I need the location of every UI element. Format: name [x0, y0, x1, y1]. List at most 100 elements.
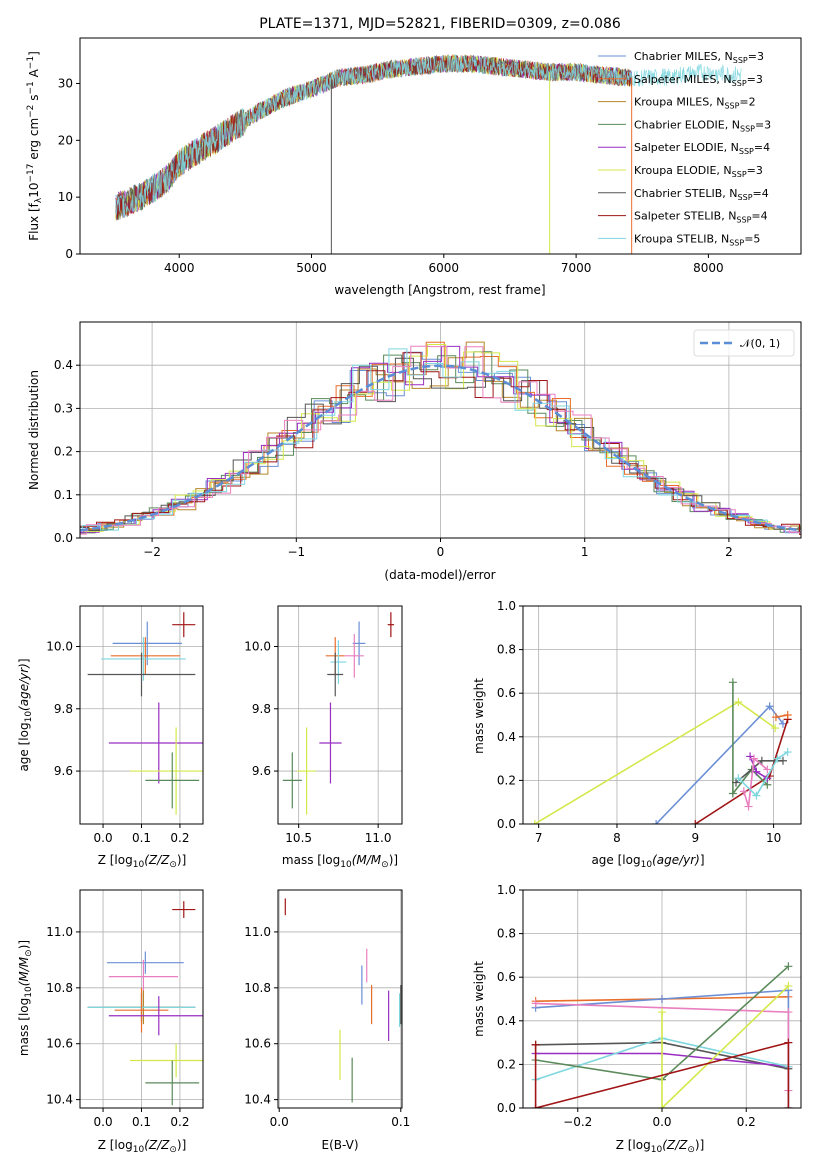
residuals-panel: −2 −1 0 1 2 0.0 0.1 0.2 0.3 0.4 𝒩(0, 1) (data-mod… — [27, 321, 802, 582]
age-vs-mass-x-label-rest: (M/M — [352, 853, 382, 867]
weight-vs-age-x-label-main: age [log — [591, 853, 640, 867]
weight-vs-age-point-marker — [773, 754, 782, 763]
weight-vs-age-point-marker — [739, 787, 748, 796]
mass-vs-ebv-marks — [284, 898, 402, 1103]
spectrum-x-tick-label: 8000 — [693, 261, 724, 275]
spectrum-y-tick-label: 20 — [58, 133, 73, 147]
weight-vs-Z-series-line — [534, 1041, 790, 1108]
weight-vs-Z-marks — [531, 962, 793, 1108]
spectrum-legend-value: =5 — [744, 232, 760, 245]
age-vs-Z-y-tick-label: 9.6 — [54, 764, 73, 778]
age-vs-Z-y-label-main: age [log — [17, 722, 31, 771]
age-vs-mass-x-label-sun: ⊙ — [381, 860, 389, 870]
spectrum-y-label-exp1: −17 — [26, 164, 36, 183]
weight-vs-age-point-marker — [783, 711, 792, 719]
weight-vs-age-y-tick-label: 0.8 — [497, 643, 516, 657]
weight-vs-age-point-marker — [752, 767, 761, 776]
mass-vs-Z-y-label-main: mass [log — [17, 998, 31, 1056]
spectrum-y-tick-label: 0 — [65, 247, 73, 261]
spectrum-y-label-a: A — [27, 68, 41, 81]
weight-vs-age-series-line — [655, 705, 784, 824]
weight-vs-age-y-label: mass weight — [472, 678, 486, 754]
mass-vs-Z-panel: 0.0 0.1 0.2 10.4 10.6 10.8 11.0 — [46, 889, 204, 1129]
weight-vs-age-x-label-rest: (age/yr) — [652, 853, 700, 867]
weight-vs-age-point-marker — [691, 820, 700, 824]
spectrum-legend-label: Kroupa ELODIE, NSSP=3 — [634, 164, 763, 179]
weight-vs-Z-y-label: mass weight — [472, 961, 486, 1037]
mass-vs-Z-y-label-sub: 10 — [24, 986, 34, 998]
weight-vs-age-point-marker — [763, 765, 772, 774]
mass-vs-Z-y-tick-label: 10.4 — [46, 1093, 73, 1107]
weight-vs-age-x-label-close: ] — [700, 853, 705, 867]
mass-vs-ebv-y-tick-label: 10.6 — [244, 1037, 271, 1051]
spectrum-legend-label: Chabrier MILES, NSSP=3 — [634, 50, 764, 65]
spectrum-y-tick-label: 10 — [58, 190, 73, 204]
weight-vs-Z-point-marker — [658, 1104, 666, 1108]
weight-vs-age-point-marker — [734, 774, 743, 783]
weight-vs-age-point-marker — [757, 756, 766, 765]
residuals-y-tick-label: 0.3 — [54, 401, 73, 415]
spectrum-legend-sub: SSP — [740, 124, 755, 133]
spectrum-legend: Chabrier MILES, NSSP=3 Salpeter MILES, NS… — [598, 50, 771, 247]
weight-vs-age-y-tick-label: 0.2 — [497, 773, 516, 787]
age-vs-Z-x-tick-label: 0.2 — [170, 831, 189, 845]
spectrum-y-tick-label: 30 — [58, 76, 73, 90]
spectrum-y-label-exp4: −1 — [26, 56, 36, 69]
weight-vs-age-point-marker — [750, 754, 759, 763]
spectrum-legend-label: Chabrier ELODIE, NSSP=3 — [634, 118, 771, 133]
residuals-hist-kroupa-elodie — [80, 344, 801, 532]
spectrum-legend-value: =4 — [751, 210, 767, 223]
weight-vs-Z-point-marker — [531, 1040, 540, 1049]
spectrum-legend-label: Salpeter MILES, NSSP=3 — [634, 73, 763, 88]
age-vs-mass-y-tick-label: 10.0 — [244, 639, 271, 653]
spectrum-x-tick-label: 6000 — [429, 261, 460, 275]
residuals-ticks: −2 −1 0 1 2 0.0 0.1 0.2 0.3 0.4 — [54, 358, 733, 559]
weight-vs-age-point-marker — [771, 724, 780, 733]
weight-vs-age-point-marker — [746, 752, 755, 761]
age-vs-mass-y-tick-label: 9.8 — [252, 702, 271, 716]
weight-vs-Z-x-label-sub: 10 — [651, 1145, 663, 1155]
weight-vs-age-point-marker — [771, 713, 780, 722]
weight-vs-age-point-marker — [778, 756, 787, 765]
mass-vs-Z-x-tick-label: 0.1 — [132, 1115, 151, 1129]
mass-vs-ebv-y-tick-label: 10.4 — [244, 1093, 271, 1107]
residuals-y-tick-label: 0.2 — [54, 445, 73, 459]
spectrum-legend-value: =3 — [747, 73, 763, 86]
mass-vs-Z-y-label-rest: (M/M — [17, 956, 31, 986]
residuals-hist-chabrier-miles — [80, 351, 801, 531]
mass-vs-Z-x-label-sun: ⊙ — [169, 1145, 177, 1155]
residuals-plot-area — [80, 341, 801, 535]
weight-vs-age-series-line — [534, 700, 776, 824]
weight-vs-Z-x-tick-label: −0.2 — [563, 1115, 592, 1129]
weight-vs-Z-x-label-sun: ⊙ — [687, 1145, 695, 1155]
age-vs-Z-x-label-sub: 10 — [133, 860, 145, 870]
spectrum-legend-sub: SSP — [724, 102, 739, 111]
residuals-x-tick-label: −1 — [287, 545, 305, 559]
spectrum-y-label-close: ] — [27, 51, 41, 56]
spectrum-y-label-s: s — [27, 95, 41, 105]
figure-title: PLATE=1371, MJD=52821, FIBERID=0309, z=0… — [259, 16, 621, 32]
weight-vs-age-y-tick-label: 0.0 — [497, 817, 516, 831]
spectrum-panel: 4000 5000 6000 7000 8000 0 10 20 30 Chabrier MIL… — [26, 37, 802, 297]
residuals-x-tick-label: −2 — [143, 545, 161, 559]
mass-vs-Z-x-label-close: )] — [177, 1138, 186, 1152]
spectrum-legend-value: =4 — [754, 141, 770, 154]
residuals-y-tick-label: 0.0 — [54, 531, 73, 545]
residuals-x-label: (data-model)/error — [384, 568, 495, 582]
mass-vs-Z-y-tick-label: 11.0 — [46, 925, 73, 939]
age-vs-mass-x-tick-label: 10.5 — [285, 831, 312, 845]
weight-vs-Z-x-tick-label: 0.2 — [737, 1115, 756, 1129]
weight-vs-Z-y-tick-label: 0.6 — [497, 970, 516, 984]
mass-vs-ebv-x-tick-label: 0.0 — [270, 1115, 289, 1129]
mass-vs-Z-marks — [87, 901, 203, 1106]
weight-vs-Z-point-marker — [784, 962, 793, 971]
weight-vs-Z-y-tick-label: 0.8 — [497, 927, 516, 941]
weight-vs-Z-point-marker — [658, 995, 666, 1003]
residuals-hist-chabrier-elodie — [80, 351, 801, 534]
mass-vs-Z-x-label-main: Z [log — [98, 1138, 133, 1152]
age-vs-Z-y-label-sub: 10 — [24, 711, 34, 723]
weight-vs-age-marks — [530, 678, 792, 824]
mass-vs-ebv-y-tick-label: 11.0 — [244, 925, 271, 939]
residuals-legend: 𝒩(0, 1) — [693, 329, 795, 357]
residuals-legend-label: 𝒩(0, 1) — [740, 337, 780, 350]
